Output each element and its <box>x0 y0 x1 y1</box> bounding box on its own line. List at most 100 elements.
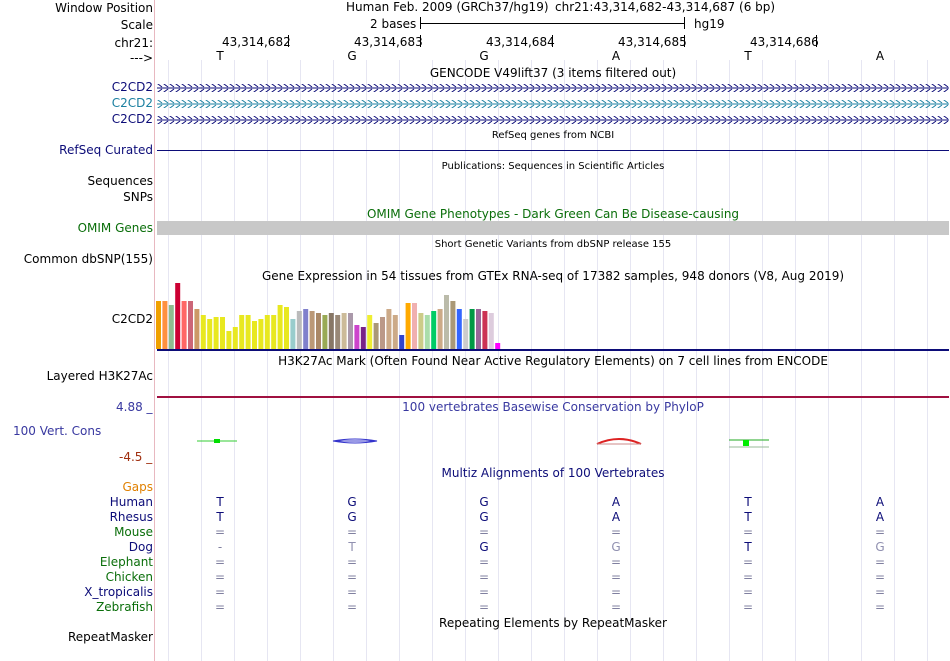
publications-track-title[interactable]: Publications: Sequences in Scientific Ar… <box>441 161 665 172</box>
gtex-tissue-bar[interactable] <box>495 343 501 349</box>
omim-track-title[interactable]: OMIM Gene Phenotypes - Dark Green Can Be… <box>366 207 740 221</box>
gtex-tissue-bar[interactable] <box>380 317 385 349</box>
species-label[interactable]: Rhesus <box>109 510 153 524</box>
refseq-gene-line[interactable] <box>157 150 949 151</box>
gtex-tissue-bar[interactable] <box>463 319 469 349</box>
omim-genes-label[interactable]: OMIM Genes <box>77 221 153 235</box>
gencode-transcript-2 <box>157 100 949 108</box>
gtex-tissue-bar[interactable] <box>386 309 392 349</box>
cons-mark-2-shape <box>332 438 378 444</box>
gtex-tissue-bar[interactable] <box>316 313 321 349</box>
dbsnp-track-title[interactable]: Short Genetic Variants from dbSNP releas… <box>434 239 672 250</box>
gtex-tissue-bar[interactable] <box>296 311 302 349</box>
gtex-gene-label[interactable]: C2CD2 <box>111 312 153 326</box>
gencode-gene-features[interactable] <box>157 80 949 128</box>
species-label[interactable]: Elephant <box>99 555 153 569</box>
gtex-tissue-bar[interactable] <box>367 315 373 349</box>
gtex-tissue-bar[interactable] <box>348 313 353 349</box>
gtex-tissue-bar[interactable] <box>424 315 430 349</box>
gtex-tissue-bar[interactable] <box>360 327 366 349</box>
conservation-plot[interactable] <box>157 430 949 454</box>
gtex-tissue-bar[interactable] <box>335 315 341 349</box>
refseq-track-title[interactable]: RefSeq genes from NCBI <box>491 130 615 141</box>
gtex-tissue-bar[interactable] <box>200 315 206 349</box>
species-label[interactable]: Dog <box>128 540 153 554</box>
gtex-tissue-bar[interactable] <box>456 309 462 349</box>
gtex-tissue-bar[interactable] <box>354 325 360 349</box>
gtex-tissue-bar[interactable] <box>175 283 181 349</box>
gtex-tissue-bar[interactable] <box>437 309 443 349</box>
repeatmasker-label[interactable]: RepeatMasker <box>67 630 153 644</box>
gtex-tissue-bar[interactable] <box>399 335 405 349</box>
gtex-expression-chart[interactable] <box>155 282 545 350</box>
multiz-track-title[interactable]: Multiz Alignments of 100 Vertebrates <box>441 466 665 480</box>
species-label[interactable]: Zebrafish <box>96 600 153 614</box>
gtex-tissue-bar[interactable] <box>162 301 168 349</box>
gtex-tissue-bar[interactable] <box>207 319 213 349</box>
gtex-tissue-bar[interactable] <box>373 323 379 349</box>
gtex-tissue-bar[interactable] <box>476 309 481 349</box>
gtex-tissue-bar[interactable] <box>213 317 219 349</box>
gtex-tissue-bar[interactable] <box>309 311 315 349</box>
species-base: = <box>874 570 886 584</box>
species-base: = <box>346 570 358 584</box>
gtex-tissue-bar[interactable] <box>168 305 174 349</box>
gtex-tissue-bar[interactable] <box>232 327 238 349</box>
species-label[interactable]: X_tropicalis <box>84 585 153 599</box>
h3k27ac-label[interactable]: Layered H3K27Ac <box>46 369 153 383</box>
gtex-tissue-bar[interactable] <box>482 311 488 349</box>
gtex-tissue-bar[interactable] <box>450 301 456 349</box>
omim-feature-bar[interactable] <box>157 221 949 235</box>
gtex-tissue-bar[interactable] <box>392 315 398 349</box>
gtex-tissue-bar[interactable] <box>444 295 449 349</box>
gtex-tissue-bar[interactable] <box>194 309 200 349</box>
gtex-tissue-bar[interactable] <box>188 301 193 349</box>
gtex-tissue-bar[interactable] <box>277 305 283 349</box>
gtex-tissue-bar[interactable] <box>284 307 289 349</box>
gtex-tissue-bar[interactable] <box>220 317 225 349</box>
gtex-tissue-bar[interactable] <box>405 303 411 349</box>
gtex-tissue-bar[interactable] <box>322 315 328 349</box>
gencode-track-title[interactable]: GENCODE V49lift37 (3 items filtered out) <box>429 66 677 80</box>
strand-label[interactable]: ---> <box>129 51 153 65</box>
gtex-tissue-bar[interactable] <box>181 301 187 349</box>
gtex-tissue-bar[interactable] <box>245 315 251 349</box>
gtex-tissue-bar[interactable] <box>469 309 475 349</box>
gtex-tissue-bar[interactable] <box>239 315 245 349</box>
sequences-label[interactable]: Sequences <box>87 174 153 188</box>
conservation-track-title[interactable]: 100 vertebrates Basewise Conservation by… <box>402 400 704 414</box>
gtex-tissue-bar[interactable] <box>264 315 270 349</box>
gtex-tissue-bar[interactable] <box>328 313 334 349</box>
gtex-tissue-bar[interactable] <box>488 313 494 349</box>
gtex-tissue-bar[interactable] <box>412 303 417 349</box>
gtex-tissue-bar[interactable] <box>271 315 277 349</box>
refseq-curated-label[interactable]: RefSeq Curated <box>59 143 153 157</box>
gencode-item-label-3[interactable]: C2CD2 <box>111 112 153 126</box>
species-base: G <box>479 540 489 554</box>
gencode-item-label-1[interactable]: C2CD2 <box>111 80 153 94</box>
grid-line <box>564 60 565 661</box>
gtex-tissue-bar[interactable] <box>226 331 232 349</box>
gtex-tissue-bar[interactable] <box>431 311 437 349</box>
ref-base-1: T <box>216 49 224 63</box>
snps-label[interactable]: SNPs <box>123 190 153 204</box>
grid-line <box>927 60 928 661</box>
gencode-item-label-2[interactable]: C2CD2 <box>111 96 153 110</box>
gtex-track-title[interactable]: Gene Expression in 54 tissues from GTEx … <box>261 269 845 283</box>
gtex-tissue-bar[interactable] <box>418 313 424 349</box>
dbsnp-label[interactable]: Common dbSNP(155) <box>23 252 153 266</box>
conservation-label[interactable]: 100 Vert. Cons <box>13 424 102 438</box>
gtex-tissue-bar[interactable] <box>252 321 257 349</box>
gaps-label[interactable]: Gaps <box>122 480 153 494</box>
gtex-tissue-bar[interactable] <box>290 319 296 349</box>
repeatmasker-track-title[interactable]: Repeating Elements by RepeatMasker <box>439 616 667 630</box>
species-label[interactable]: Human <box>109 495 153 509</box>
grid-line <box>630 60 631 661</box>
species-label[interactable]: Chicken <box>105 570 153 584</box>
species-label[interactable]: Mouse <box>114 525 153 539</box>
gtex-tissue-bar[interactable] <box>303 309 309 349</box>
h3k27ac-track-title[interactable]: H3K27Ac Mark (Often Found Near Active Re… <box>278 354 828 368</box>
gtex-tissue-bar[interactable] <box>341 313 347 349</box>
gtex-tissue-bar[interactable] <box>156 301 161 349</box>
gtex-tissue-bar[interactable] <box>258 319 264 349</box>
